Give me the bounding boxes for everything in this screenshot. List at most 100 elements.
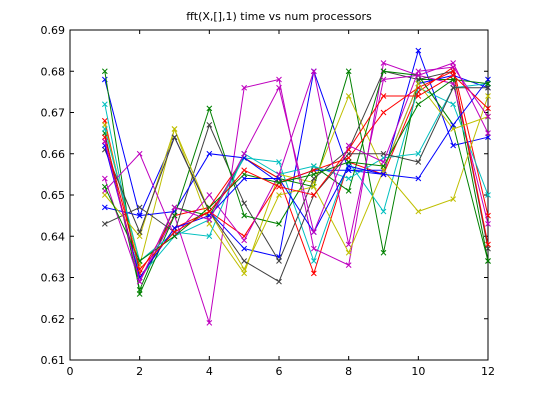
y-tick-label: 0.65	[41, 189, 66, 202]
data-point-x-marker	[380, 159, 387, 165]
data-point-x-marker	[485, 192, 491, 198]
data-point-x-marker	[415, 101, 422, 108]
data-point-x-marker	[310, 171, 317, 178]
data-point-x-marker	[415, 68, 422, 75]
data-point-x-marker	[345, 159, 352, 165]
data-point-x-marker	[136, 278, 143, 285]
data-point-x-marker	[415, 150, 422, 157]
chart-title: fft(X,[],1) time vs num processors	[186, 10, 372, 23]
series-lines	[101, 47, 491, 326]
data-point-x-marker	[101, 134, 108, 141]
y-tick-label: 0.61	[41, 354, 66, 367]
data-point-x-marker	[241, 200, 248, 207]
data-point-x-marker	[101, 101, 108, 108]
data-point-x-marker	[310, 245, 317, 252]
data-point-x-marker	[276, 183, 282, 190]
data-point-x-marker	[380, 60, 387, 66]
data-point-x-marker	[241, 258, 248, 264]
x-tick-label: 6	[276, 365, 283, 378]
data-point-x-marker	[380, 93, 387, 99]
data-point-x-marker	[415, 175, 422, 182]
data-point-x-marker	[206, 192, 213, 198]
data-point-x-marker	[241, 150, 248, 157]
data-point-x-marker	[171, 212, 178, 219]
data-point-x-marker	[206, 233, 213, 240]
data-point-x-marker	[415, 93, 422, 99]
data-point-x-marker	[171, 225, 178, 231]
data-point-x-marker	[380, 249, 387, 256]
data-point-x-marker	[206, 216, 213, 223]
data-point-x-marker	[136, 266, 143, 273]
y-tick-label: 0.62	[41, 313, 66, 326]
data-point-x-marker	[206, 208, 213, 215]
data-point-x-marker	[485, 241, 491, 248]
data-point-x-marker	[276, 179, 282, 186]
data-point-x-marker	[485, 80, 491, 87]
data-point-x-marker	[485, 258, 491, 264]
data-point-x-marker	[345, 146, 352, 153]
data-point-x-marker	[310, 68, 317, 75]
data-point-x-marker	[380, 163, 387, 169]
data-point-x-marker	[101, 175, 108, 182]
series-15	[101, 76, 491, 281]
y-tick-label: 0.66	[41, 148, 66, 161]
data-point-x-marker	[101, 117, 108, 124]
data-point-x-marker	[171, 134, 178, 141]
data-point-x-marker	[450, 64, 457, 70]
series-line	[104, 78, 489, 262]
series-line	[104, 87, 488, 283]
data-point-x-marker	[241, 245, 248, 252]
data-point-x-marker	[101, 204, 108, 211]
series-17	[101, 72, 491, 273]
data-point-x-marker	[450, 196, 457, 202]
data-point-x-marker	[241, 167, 248, 174]
data-point-x-marker	[310, 192, 317, 198]
data-point-x-marker	[101, 138, 108, 145]
x-tick-label: 12	[481, 365, 495, 378]
axes: 0 2 4 6 8 10 12 0.61 0.62 0.63 0.64 0.65 0.66 0.67 0.6…	[41, 24, 496, 378]
x-tick-label: 8	[345, 365, 352, 378]
data-point-x-marker	[345, 142, 352, 149]
data-point-x-marker	[345, 163, 352, 169]
data-point-x-marker	[450, 60, 457, 66]
data-point-x-marker	[276, 258, 282, 264]
data-point-x-marker	[241, 212, 248, 219]
data-point-x-marker	[450, 122, 457, 128]
data-point-x-marker	[276, 171, 282, 178]
data-point-x-marker	[310, 258, 317, 264]
series-18	[101, 64, 491, 285]
data-point-x-marker	[485, 76, 491, 83]
data-point-x-marker	[380, 76, 387, 83]
y-tick-label: 0.64	[41, 230, 66, 243]
data-point-x-marker	[101, 183, 108, 190]
data-point-x-marker	[485, 130, 491, 136]
data-point-x-marker	[380, 109, 387, 116]
data-point-x-marker	[380, 208, 387, 215]
data-point-x-marker	[485, 245, 491, 252]
data-point-x-marker	[136, 291, 143, 297]
data-point-x-marker	[171, 204, 178, 211]
data-point-x-marker	[415, 47, 422, 54]
y-tick-label: 0.67	[41, 107, 66, 120]
data-point-x-marker	[276, 175, 282, 182]
series-line	[104, 66, 489, 275]
data-point-x-marker	[310, 167, 317, 174]
series-line	[104, 62, 489, 245]
series-line	[104, 66, 489, 284]
data-point-x-marker	[485, 221, 491, 227]
series-line	[104, 74, 489, 271]
series-line	[104, 62, 489, 324]
data-point-x-marker	[380, 150, 387, 157]
data-point-x-marker	[345, 188, 352, 194]
data-point-x-marker	[310, 183, 317, 190]
y-tick-label: 0.63	[41, 272, 66, 285]
y-tick-label: 0.68	[41, 65, 66, 78]
data-point-x-marker	[450, 101, 457, 108]
data-point-x-marker	[206, 122, 213, 128]
data-point-x-marker	[101, 221, 108, 227]
data-point-x-marker	[241, 266, 248, 273]
data-point-x-marker	[345, 93, 352, 99]
x-tick-label: 10	[411, 365, 425, 378]
data-point-x-marker	[485, 84, 491, 91]
